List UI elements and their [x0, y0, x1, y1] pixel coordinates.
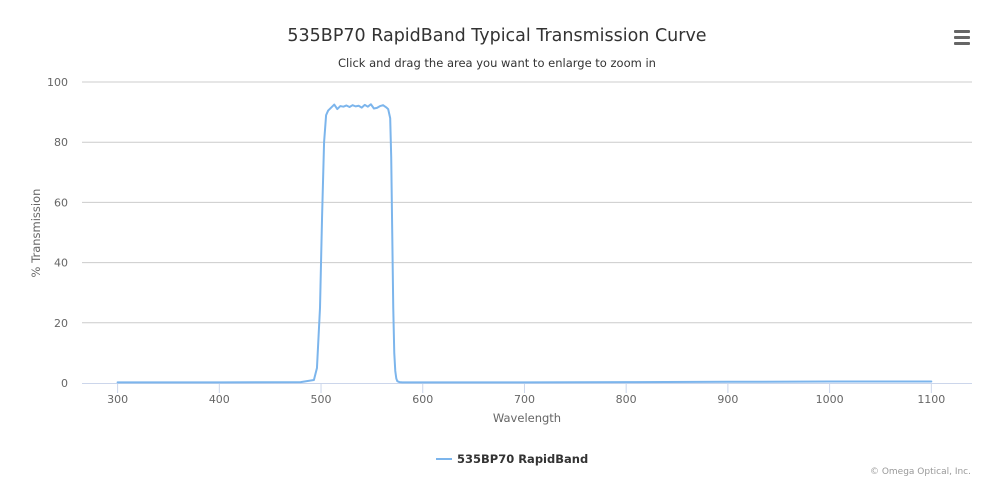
x-axis-title: Wavelength [493, 411, 561, 425]
y-axis-title: % Transmission [29, 189, 43, 278]
x-tick-label: 900 [717, 393, 738, 406]
menu-bar [954, 36, 970, 39]
y-tick-label: 100 [47, 76, 68, 89]
x-tick-label: 300 [107, 393, 128, 406]
y-tick-label: 80 [54, 136, 68, 149]
chart-subtitle: Click and drag the area you want to enla… [338, 56, 656, 70]
y-tick-label: 40 [54, 257, 68, 270]
y-tick-label: 60 [54, 196, 68, 209]
x-tick-label: 500 [311, 393, 332, 406]
x-tick-label: 400 [209, 393, 230, 406]
grid-layer [82, 81, 972, 324]
credits-text[interactable]: © Omega Optical, Inc. [870, 467, 971, 477]
y-tick-label: 0 [61, 377, 68, 390]
x-tick-label: 600 [412, 393, 433, 406]
menu-bar [954, 42, 970, 45]
x-tick-label: 1000 [816, 393, 844, 406]
x-tick-label: 800 [616, 393, 637, 406]
chart-title: 535BP70 RapidBand Typical Transmission C… [287, 26, 706, 46]
legend-item-label[interactable]: 535BP70 RapidBand [457, 452, 588, 466]
series-line[interactable] [116, 103, 933, 384]
series-layer [116, 103, 933, 384]
axis-layer: 0 20 40 60 80 100 300 400 500 600 700 800 900 1000 110… [47, 76, 972, 406]
hamburger-menu-icon[interactable] [948, 24, 976, 50]
legend[interactable]: 535BP70 RapidBand [436, 452, 588, 466]
x-tick-label: 700 [514, 393, 535, 406]
x-tick-label: 1100 [917, 393, 945, 406]
menu-bar [954, 30, 970, 33]
y-tick-label: 20 [54, 317, 68, 330]
